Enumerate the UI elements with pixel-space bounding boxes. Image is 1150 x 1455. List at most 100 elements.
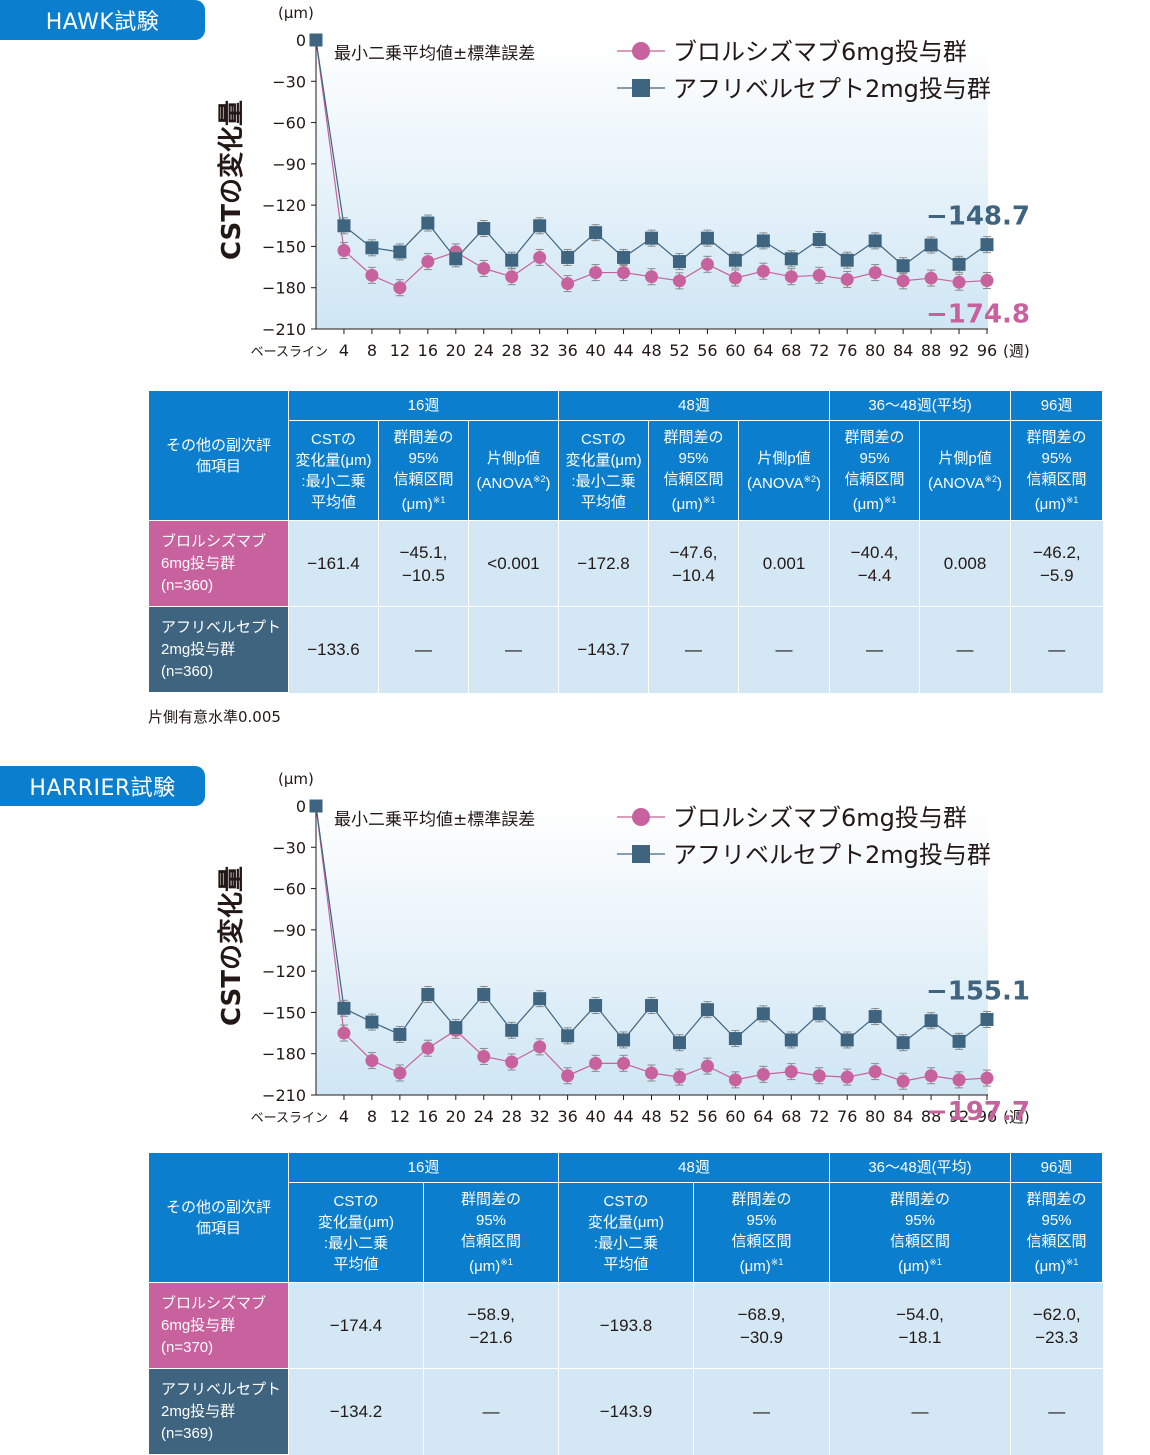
- x-tick-label: 80: [865, 1107, 885, 1126]
- table-cell: −174.4: [288, 1282, 424, 1369]
- y-unit: (μm): [278, 4, 314, 22]
- data-point-aflibercept: [421, 216, 435, 230]
- data-point-aflibercept: [617, 1033, 631, 1047]
- data-point-brolucizumab: [421, 255, 435, 269]
- column-subheader: CSTの 変化量(μm):最小二乗 平均値: [558, 420, 650, 521]
- y-tick-label: −90: [272, 921, 306, 940]
- data-point-aflibercept: [533, 992, 547, 1006]
- end-value-label: −148.7: [926, 202, 1030, 232]
- data-point-brolucizumab: [505, 270, 519, 284]
- x-tick-label: 80: [865, 341, 885, 360]
- column-subheader: 群間差の 95% 信頼区間 (μm)※1: [693, 1182, 830, 1283]
- y-tick-label: 0: [296, 31, 306, 50]
- legend-marker-circle: [632, 808, 650, 826]
- data-point-brolucizumab: [617, 1056, 631, 1070]
- data-point-aflibercept: [477, 222, 491, 236]
- x-tick-label: 4: [339, 1107, 349, 1126]
- column-subheader: 群間差の 95% 信頼区間 (μm)※1: [423, 1182, 559, 1283]
- y-tick-label: −30: [272, 72, 306, 91]
- data-point-aflibercept: [505, 1023, 519, 1037]
- data-point-aflibercept: [924, 238, 938, 252]
- table-cell: −134.2: [288, 1368, 424, 1455]
- data-point-brolucizumab: [868, 1065, 882, 1079]
- data-point-aflibercept: [952, 257, 966, 271]
- data-point-aflibercept: [980, 1012, 994, 1026]
- table-cell: −58.9, −21.6: [423, 1282, 559, 1369]
- table-cell: —: [378, 606, 469, 693]
- table-cell: —: [1010, 1368, 1103, 1455]
- data-point-aflibercept: [589, 999, 603, 1013]
- row-label-brolucizumab: ブロルシズマブ 6mg投与群 (n=370): [148, 1282, 289, 1369]
- x-tick-label: 32: [529, 1107, 549, 1126]
- data-point-brolucizumab: [561, 1069, 575, 1083]
- y-tick-label: −120: [262, 962, 306, 981]
- x-tick-label: 68: [781, 341, 801, 360]
- column-subheader: 群間差の 95% 信頼区間 (μm)※1: [829, 420, 921, 521]
- data-point-brolucizumab: [337, 1026, 351, 1040]
- x-tick-label: 16: [418, 341, 438, 360]
- y-axis-title: CSTの変化量: [216, 866, 247, 1026]
- column-subheader: 群間差の 95% 信頼区間 (μm)※1: [648, 420, 740, 521]
- x-tick-label: 64: [753, 341, 773, 360]
- table-cell: −54.0, −18.1: [829, 1282, 1011, 1369]
- legend-label: アフリベルセプト2mg投与群: [673, 841, 991, 869]
- row-label-aflibercept: アフリベルセプト 2mg投与群 (n=369): [148, 1368, 289, 1455]
- x-tick-label: 40: [585, 1107, 605, 1126]
- x-tick-label: 16: [418, 1107, 438, 1126]
- column-subheader: CSTの 変化量(μm):最小二乗 平均値: [558, 1182, 694, 1283]
- data-point-brolucizumab: [672, 274, 686, 288]
- data-point-brolucizumab: [533, 250, 547, 264]
- data-point-aflibercept: [728, 1032, 742, 1046]
- x-tick-label: 48: [641, 1107, 661, 1126]
- x-tick-label: 32: [529, 341, 549, 360]
- x-tick-label: 44: [613, 341, 633, 360]
- x-tick-label: 56: [697, 341, 717, 360]
- column-subheader: 片側p値 (ANOVA※2): [738, 420, 831, 521]
- column-subheader: CSTの 変化量(μm):最小二乗 平均値: [288, 420, 379, 521]
- legend-label: ブロルシズマブ6mg投与群: [673, 804, 967, 832]
- data-point-aflibercept: [449, 252, 463, 266]
- group-header-48w: 48週: [558, 1152, 830, 1183]
- data-point-aflibercept: [672, 255, 686, 269]
- x-tick-label: 68: [781, 1107, 801, 1126]
- row-label-brolucizumab: ブロルシズマブ 6mg投与群 (n=360): [148, 520, 289, 607]
- y-tick-label: −180: [262, 1045, 306, 1064]
- column-subheader: 群間差の 95% 信頼区間 (μm)※1: [1010, 420, 1104, 521]
- data-point-aflibercept: [365, 1015, 379, 1029]
- column-subheader: 群間差の 95% 信頼区間 (μm)※1: [829, 1182, 1011, 1283]
- x-tick-label: 72: [809, 1107, 829, 1126]
- x-tick-label: 72: [809, 341, 829, 360]
- data-point-aflibercept: [533, 219, 547, 233]
- column-subheader: CSTの 変化量(μm):最小二乗 平均値: [288, 1182, 424, 1283]
- data-point-aflibercept: [868, 234, 882, 248]
- data-point-brolucizumab: [365, 1054, 379, 1068]
- data-point-brolucizumab: [728, 271, 742, 285]
- data-point-aflibercept: [393, 245, 407, 259]
- table-cell: −133.6: [288, 606, 379, 693]
- data-point-aflibercept: [812, 1007, 826, 1021]
- table-cell: −46.2, −5.9: [1010, 520, 1103, 607]
- data-point-brolucizumab: [756, 264, 770, 278]
- y-tick-label: 0: [296, 797, 306, 816]
- legend-label: アフリベルセプト2mg投与群: [673, 75, 991, 103]
- table-corner: その他の副次評価項目: [148, 390, 289, 521]
- x-tick-label: 88: [921, 341, 941, 360]
- legend-marker-square: [632, 79, 650, 97]
- table-cell: —: [829, 606, 920, 693]
- data-point-brolucizumab: [365, 268, 379, 282]
- data-point-brolucizumab: [421, 1041, 435, 1055]
- data-point-aflibercept: [561, 250, 575, 264]
- x-tick-label: 52: [669, 341, 689, 360]
- group-header-36-48w: 36〜48週(平均): [829, 1152, 1011, 1183]
- y-tick-label: −120: [262, 196, 306, 215]
- table-cell: 0.001: [738, 520, 830, 607]
- data-point-brolucizumab: [924, 271, 938, 285]
- x-tick-label: 92: [949, 341, 969, 360]
- column-subheader: 群間差の 95% 信頼区間 (μm)※1: [1010, 1182, 1103, 1283]
- x-tick-label: ベースライン: [251, 1111, 328, 1126]
- x-tick-label: 64: [753, 1107, 773, 1126]
- study-badge-hawk: HAWK試験: [0, 0, 205, 40]
- table-cell: −62.0, −23.3: [1010, 1282, 1103, 1369]
- y-tick-label: −60: [272, 880, 306, 899]
- table-cell: —: [829, 1368, 1011, 1455]
